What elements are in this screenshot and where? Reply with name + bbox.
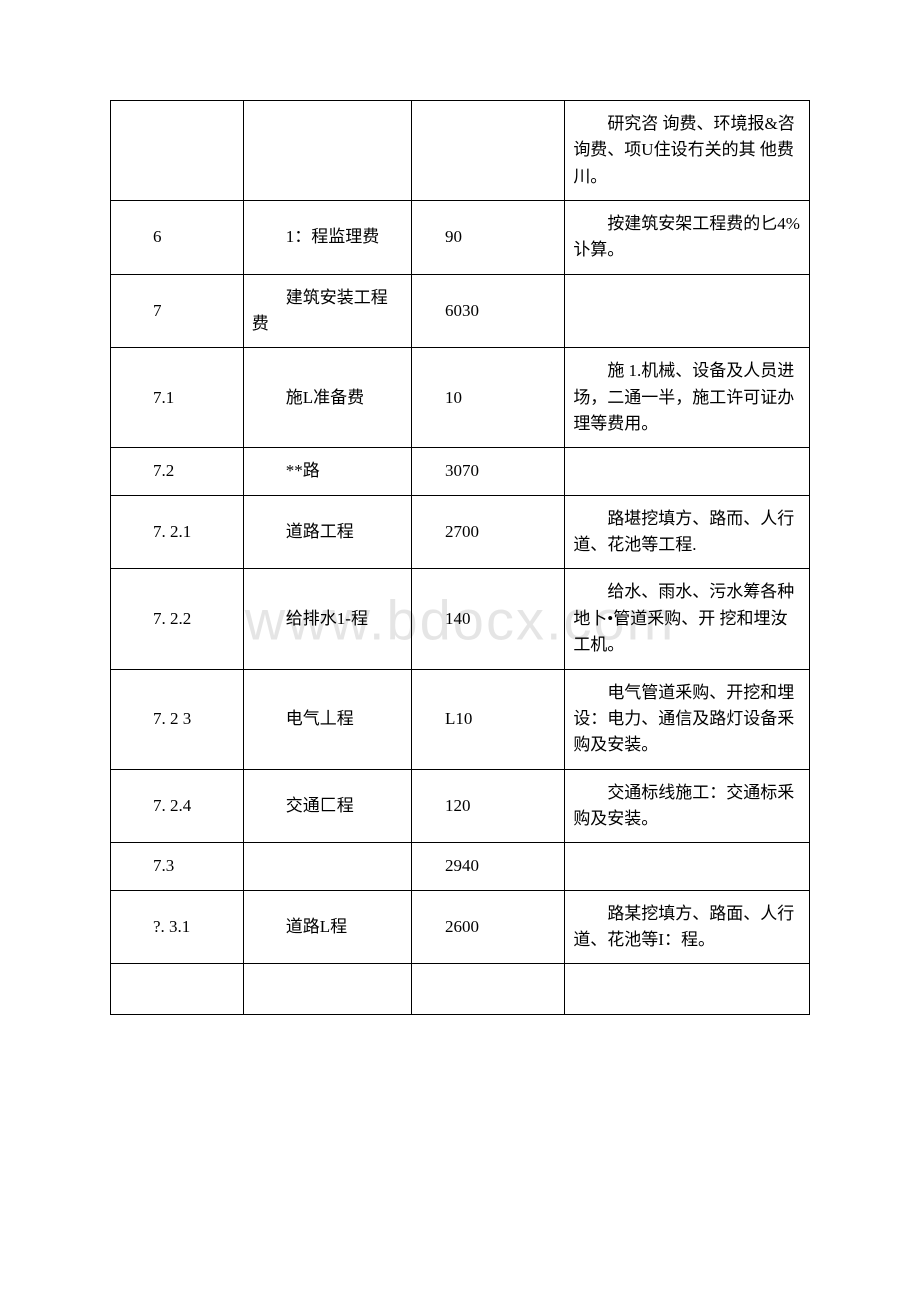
cell-name — [243, 101, 411, 201]
cell-index: 7. 2.1 — [111, 495, 244, 569]
cell-remark: 按建筑安架工程费的匕4%讣算。 — [565, 201, 810, 275]
cell-name: 电气丄程 — [243, 669, 411, 769]
table-row: 研究咨 询费、环境报&咨询费、项U住设冇关的其 他费川。 — [111, 101, 810, 201]
table-row — [111, 964, 810, 1015]
cell-remark: 研究咨 询费、环境报&咨询费、项U住设冇关的其 他费川。 — [565, 101, 810, 201]
cell-name — [243, 843, 411, 890]
cell-value: L10 — [411, 669, 565, 769]
cell-name: **路 — [243, 448, 411, 495]
cell-value: 6030 — [411, 274, 565, 348]
cell-value: 2700 — [411, 495, 565, 569]
cell-remark: 施 1.机械、设备及人员进场，二通一半，施工许可证办理等费用。 — [565, 348, 810, 448]
cell-index: 7.2 — [111, 448, 244, 495]
cell-name: 建筑安装工程费 — [243, 274, 411, 348]
cell-value: 120 — [411, 769, 565, 843]
table-row: 7. 2.1 道路工程 2700 路堪挖填方、路而、人行道、花池等工程. — [111, 495, 810, 569]
cell-name — [243, 964, 411, 1015]
cell-index: 7.3 — [111, 843, 244, 890]
cell-name: 道路工程 — [243, 495, 411, 569]
cell-index: 7. 2.4 — [111, 769, 244, 843]
cell-value: 2600 — [411, 890, 565, 964]
cell-index: 7. 2.2 — [111, 569, 244, 669]
cell-remark: 给水、雨水、污水筹各种地卜•管道釆购、开 挖和埋汝工机。 — [565, 569, 810, 669]
cell-index: 7.1 — [111, 348, 244, 448]
table-row: 7 建筑安装工程费 6030 — [111, 274, 810, 348]
cell-remark — [565, 448, 810, 495]
cell-value — [411, 964, 565, 1015]
cell-name: 交通匚程 — [243, 769, 411, 843]
cell-index: 6 — [111, 201, 244, 275]
cell-name: 给排水1-程 — [243, 569, 411, 669]
cell-index — [111, 101, 244, 201]
cell-index — [111, 964, 244, 1015]
cell-value: 90 — [411, 201, 565, 275]
table-row: 7.3 2940 — [111, 843, 810, 890]
table-row: 7. 2.4 交通匚程 120 交通标线施工：交通标釆购及安装。 — [111, 769, 810, 843]
document-page: www.bdocx.com 研究咨 询费、环境报&咨询费、项U住设冇关的其 他费… — [0, 0, 920, 1095]
cell-value: 2940 — [411, 843, 565, 890]
cell-remark — [565, 843, 810, 890]
cell-index: 7 — [111, 274, 244, 348]
cell-remark: 电气管道釆购、开挖和埋设：电力、通信及路灯设备釆购及安装。 — [565, 669, 810, 769]
cell-name: 道路L程 — [243, 890, 411, 964]
table-row: 7.2 **路 3070 — [111, 448, 810, 495]
cell-name: 1：程监理费 — [243, 201, 411, 275]
table-row: 7. 2 3 电气丄程 L10 电气管道釆购、开挖和埋设：电力、通信及路灯设备釆… — [111, 669, 810, 769]
cell-value: 10 — [411, 348, 565, 448]
table-row: 7. 2.2 给排水1-程 140 给水、雨水、污水筹各种地卜•管道釆购、开 挖… — [111, 569, 810, 669]
cell-remark — [565, 964, 810, 1015]
table-row: 7.1 施L准备费 10 施 1.机械、设备及人员进场，二通一半，施工许可证办理… — [111, 348, 810, 448]
cell-remark — [565, 274, 810, 348]
cell-remark: 交通标线施工：交通标釆购及安装。 — [565, 769, 810, 843]
cell-value — [411, 101, 565, 201]
table-row: 6 1：程监理费 90 按建筑安架工程费的匕4%讣算。 — [111, 201, 810, 275]
cell-value: 3070 — [411, 448, 565, 495]
cost-table: 研究咨 询费、环境报&咨询费、项U住设冇关的其 他费川。 6 1：程监理费 90… — [110, 100, 810, 1015]
cell-remark: 路堪挖填方、路而、人行道、花池等工程. — [565, 495, 810, 569]
cell-name: 施L准备费 — [243, 348, 411, 448]
cell-remark: 路某挖填方、路面、人行道、花池等I：程。 — [565, 890, 810, 964]
cell-index: 7. 2 3 — [111, 669, 244, 769]
cell-index: ?. 3.1 — [111, 890, 244, 964]
table-row: ?. 3.1 道路L程 2600 路某挖填方、路面、人行道、花池等I：程。 — [111, 890, 810, 964]
cell-value: 140 — [411, 569, 565, 669]
